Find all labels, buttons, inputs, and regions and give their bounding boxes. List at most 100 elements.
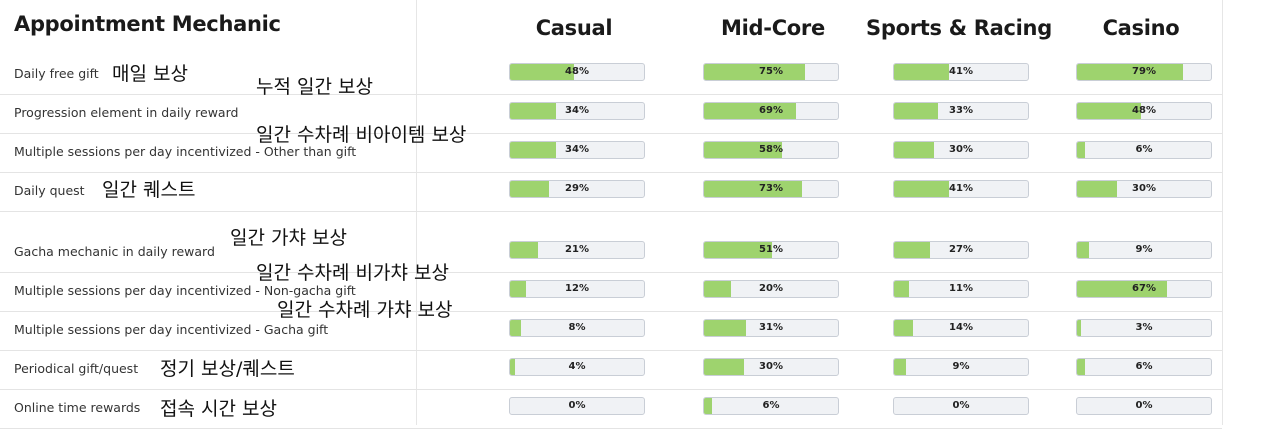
- bar-track-mid-core: 69%: [703, 102, 839, 120]
- bar-sports-racing: [894, 181, 949, 197]
- bar-mid-core: [704, 242, 772, 258]
- column-header-mid-core: Mid-Core: [721, 16, 825, 40]
- bar-track-casino: 30%: [1076, 180, 1212, 198]
- table-row: Gacha mechanic in daily reward 21% 51% 27% 9…: [0, 233, 1222, 273]
- bar-value-label: 41%: [949, 66, 973, 77]
- row-label: Multiple sessions per day incentivized -…: [14, 144, 357, 159]
- bar-track-sports-racing: 41%: [893, 63, 1029, 81]
- bar-track-mid-core: 20%: [703, 280, 839, 298]
- bar-value-label: 6%: [762, 400, 780, 411]
- annotation-periodical-gift-quest: 정기 보상/퀘스트: [160, 358, 295, 380]
- row-label: Online time rewards: [14, 400, 141, 415]
- bar-casual: [510, 320, 521, 336]
- bar-track-mid-core: 30%: [703, 358, 839, 376]
- bar-value-label: 30%: [949, 144, 973, 155]
- bar-sports-racing: [894, 103, 938, 119]
- table-row: Online time rewards 0% 6% 0% 0%: [0, 389, 1222, 429]
- bar-casino: [1077, 281, 1167, 297]
- bar-value-label: 30%: [759, 361, 783, 372]
- bar-value-label: 6%: [1135, 144, 1153, 155]
- table-row: Periodical gift/quest 4% 30% 9% 6%: [0, 350, 1222, 390]
- bar-track-sports-racing: 27%: [893, 241, 1029, 259]
- bar-sports-racing: [894, 281, 909, 297]
- bar-track-casual: 8%: [509, 319, 645, 337]
- bar-value-label: 79%: [1132, 66, 1156, 77]
- bar-value-label: 3%: [1135, 322, 1153, 333]
- bar-casual: [510, 181, 549, 197]
- bar-mid-core: [704, 281, 731, 297]
- row-label: Daily free gift: [14, 66, 99, 81]
- bar-track-mid-core: 31%: [703, 319, 839, 337]
- bar-track-casual: 4%: [509, 358, 645, 376]
- bar-mid-core: [704, 181, 802, 197]
- bar-value-label: 12%: [565, 283, 589, 294]
- annotation-daily-quest: 일간 퀘스트: [102, 179, 196, 201]
- bar-track-casino: 6%: [1076, 141, 1212, 159]
- chart-title: Appointment Mechanic: [14, 12, 281, 36]
- bar-track-casino: 3%: [1076, 319, 1212, 337]
- right-edge-divider: [1222, 0, 1223, 425]
- bar-value-label: 73%: [759, 183, 783, 194]
- bar-value-label: 41%: [949, 183, 973, 194]
- row-label: Multiple sessions per day incentivized -…: [14, 322, 329, 337]
- bar-value-label: 75%: [759, 66, 783, 77]
- bar-casual: [510, 281, 526, 297]
- bar-value-label: 8%: [568, 322, 586, 333]
- bar-sports-racing: [894, 64, 949, 80]
- table-row: Progression element in daily reward 34% 69…: [0, 94, 1222, 134]
- bar-track-casino: 48%: [1076, 102, 1212, 120]
- bar-value-label: 33%: [949, 105, 973, 116]
- column-header-casual: Casual: [535, 16, 613, 40]
- bar-value-label: 20%: [759, 283, 783, 294]
- row-label: Daily quest: [14, 183, 85, 198]
- bar-value-label: 9%: [1135, 244, 1153, 255]
- table-row: Multiple sessions per day incentivized -…: [0, 133, 1222, 173]
- row-label: Gacha mechanic in daily reward: [14, 244, 215, 259]
- bar-track-casino: 67%: [1076, 280, 1212, 298]
- bar-track-sports-racing: 41%: [893, 180, 1029, 198]
- annotation-progression-element: 누적 일간 보상: [256, 76, 373, 98]
- bar-value-label: 14%: [949, 322, 973, 333]
- bar-track-sports-racing: 11%: [893, 280, 1029, 298]
- bar-value-label: 29%: [565, 183, 589, 194]
- bar-value-label: 9%: [952, 361, 970, 372]
- bar-value-label: 30%: [1132, 183, 1156, 194]
- bar-sports-racing: [894, 359, 906, 375]
- bar-track-casino: 6%: [1076, 358, 1212, 376]
- table-row: Multiple sessions per day incentivized -…: [0, 272, 1222, 312]
- bar-value-label: 21%: [565, 244, 589, 255]
- bar-mid-core: [704, 142, 782, 158]
- bar-sports-racing: [894, 242, 930, 258]
- label-column-divider: [416, 0, 417, 425]
- bar-casual: [510, 103, 556, 119]
- table-row: Multiple sessions per day incentivized -…: [0, 311, 1222, 351]
- bar-track-sports-racing: 9%: [893, 358, 1029, 376]
- bar-casino: [1077, 142, 1085, 158]
- bar-value-label: 51%: [759, 244, 783, 255]
- bar-track-sports-racing: 33%: [893, 102, 1029, 120]
- annotation-multiple-sessions-non-gacha: 일간 수차례 비가챠 보상: [256, 262, 449, 284]
- annotation-multiple-sessions-other: 일간 수차례 비아이템 보상: [256, 124, 467, 146]
- bar-mid-core: [704, 320, 746, 336]
- bar-mid-core: [704, 103, 796, 119]
- bar-value-label: 48%: [1132, 105, 1156, 116]
- row-label: Periodical gift/quest: [14, 361, 139, 376]
- bar-casino: [1077, 103, 1141, 119]
- bar-value-label: 27%: [949, 244, 973, 255]
- table-row: Daily quest 29% 73% 41% 30%: [0, 172, 1222, 212]
- bar-track-mid-core: 51%: [703, 241, 839, 259]
- bar-track-casino: 0%: [1076, 397, 1212, 415]
- bar-track-casino: 79%: [1076, 63, 1212, 81]
- row-label: Progression element in daily reward: [14, 105, 239, 120]
- bar-track-casual: 34%: [509, 102, 645, 120]
- bar-track-casual: 12%: [509, 280, 645, 298]
- bar-value-label: 48%: [565, 66, 589, 77]
- bar-value-label: 6%: [1135, 361, 1153, 372]
- bar-value-label: 69%: [759, 105, 783, 116]
- bar-value-label: 4%: [568, 361, 586, 372]
- bar-casino: [1077, 181, 1117, 197]
- bar-track-casual: 21%: [509, 241, 645, 259]
- bar-value-label: 58%: [759, 144, 783, 155]
- bar-casual: [510, 242, 538, 258]
